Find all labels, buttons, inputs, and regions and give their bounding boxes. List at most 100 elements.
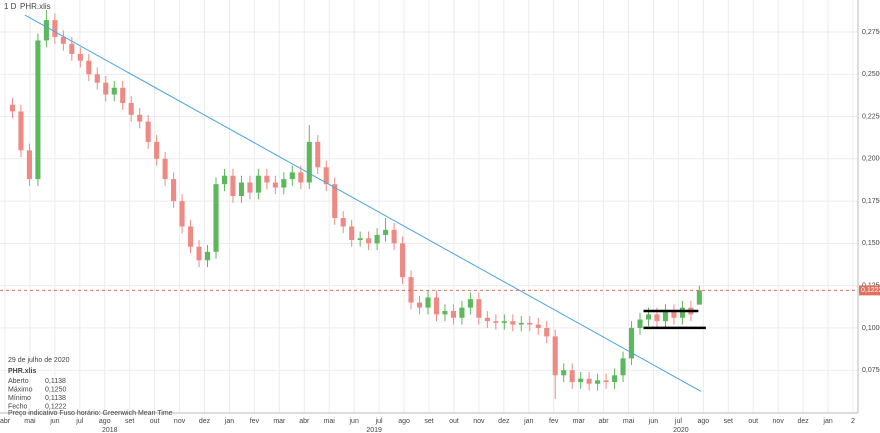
candle-body bbox=[281, 179, 287, 188]
candle-body bbox=[26, 150, 32, 180]
candle-body bbox=[298, 172, 304, 183]
info-footer: Preço indicativo Fuso horário: Greenwich… bbox=[8, 410, 173, 417]
candle-body bbox=[86, 60, 92, 75]
candle-body bbox=[450, 311, 456, 318]
x-tick-label: set bbox=[424, 418, 433, 425]
x-tick-label: abr bbox=[0, 418, 11, 425]
candle-body bbox=[510, 321, 516, 325]
candle-body bbox=[349, 226, 355, 240]
candle-body bbox=[111, 87, 117, 95]
x-tick-label: ago bbox=[398, 418, 410, 425]
candle-body bbox=[535, 324, 541, 328]
info-value: 0,1138 bbox=[45, 395, 66, 402]
candle-body bbox=[493, 321, 499, 323]
x-tick-label: mar bbox=[273, 418, 286, 425]
x-tick-label: abr bbox=[599, 418, 610, 425]
x-tick-label: nov bbox=[773, 418, 785, 425]
candle-body bbox=[306, 141, 312, 183]
interval: 1 D bbox=[4, 2, 17, 11]
candle-body bbox=[94, 74, 100, 83]
x-tick-label: jan bbox=[224, 418, 234, 425]
x-tick-label: dez bbox=[498, 418, 510, 425]
x-tick-label: mar bbox=[573, 418, 586, 425]
candle-body bbox=[60, 37, 66, 44]
candle-body bbox=[35, 40, 41, 180]
candle-body bbox=[645, 314, 652, 320]
candle-body bbox=[544, 327, 550, 337]
candle-body bbox=[154, 141, 160, 159]
candle-body bbox=[383, 229, 389, 235]
candle-body bbox=[145, 121, 151, 142]
year-label: 2019 bbox=[366, 427, 382, 433]
candle-body bbox=[230, 175, 236, 197]
candle-body bbox=[137, 114, 143, 122]
candle-body bbox=[128, 102, 134, 115]
x-tick-label: out bbox=[150, 418, 160, 425]
candle-body bbox=[120, 87, 126, 103]
x-tick-label: fev bbox=[549, 418, 559, 425]
candle-body bbox=[391, 229, 397, 244]
candle-body bbox=[9, 104, 16, 112]
candle-body bbox=[400, 243, 406, 278]
candle-body bbox=[637, 319, 643, 328]
candle-body bbox=[501, 321, 507, 323]
candle-body bbox=[433, 297, 440, 315]
x-tick-label: jan bbox=[523, 418, 533, 425]
candle-body bbox=[366, 238, 372, 244]
x-tick-label: jun bbox=[49, 418, 59, 425]
candle-body bbox=[18, 111, 24, 151]
trend-line bbox=[24, 14, 702, 392]
candle-body bbox=[595, 380, 601, 384]
candle-body bbox=[484, 317, 490, 322]
candle-body bbox=[569, 370, 575, 383]
candle-body bbox=[679, 307, 685, 318]
candle-body bbox=[578, 378, 584, 383]
candle-body bbox=[467, 299, 473, 308]
candle-body bbox=[416, 302, 423, 308]
candle-body bbox=[272, 182, 278, 188]
candle-body bbox=[696, 290, 702, 305]
candle-body bbox=[459, 307, 465, 318]
x-tick-label: mai bbox=[324, 418, 336, 425]
x-tick-label: jul bbox=[375, 418, 383, 425]
candle-body bbox=[264, 175, 270, 183]
candle-body bbox=[332, 184, 338, 219]
candle-body bbox=[662, 311, 668, 322]
candle-body bbox=[357, 238, 363, 240]
candle-body bbox=[340, 218, 346, 227]
last-price-box bbox=[859, 285, 880, 296]
candle-body bbox=[586, 378, 592, 384]
candle-body bbox=[671, 311, 677, 318]
x-tick-label: jul bbox=[75, 418, 83, 425]
candle-body bbox=[221, 175, 228, 185]
year-label: 2018 bbox=[102, 427, 118, 433]
candle-body bbox=[188, 226, 194, 247]
x-tick-label: dez bbox=[199, 418, 211, 425]
info-date: 29 de julho de 2020 bbox=[8, 357, 70, 364]
candle-body bbox=[527, 322, 533, 325]
x-tick-label: nov bbox=[473, 418, 485, 425]
candle-body bbox=[612, 375, 618, 383]
candle-body bbox=[315, 141, 321, 168]
candle-body bbox=[69, 43, 75, 54]
info-label: Mínimo bbox=[8, 395, 31, 402]
candle-body bbox=[77, 53, 83, 61]
x-tick-label: jun bbox=[349, 418, 359, 425]
candle-body bbox=[552, 336, 558, 376]
candle-body bbox=[442, 311, 448, 315]
x-tick-label: ago bbox=[698, 418, 710, 425]
x-tick-label: jul bbox=[674, 418, 682, 425]
candle-body bbox=[43, 20, 49, 41]
x-tick-label: dez bbox=[797, 418, 809, 425]
candle-body bbox=[289, 172, 295, 180]
candle-body bbox=[408, 277, 414, 303]
candle-body bbox=[654, 314, 660, 322]
candle-body bbox=[561, 370, 567, 376]
candle-body bbox=[179, 201, 185, 227]
